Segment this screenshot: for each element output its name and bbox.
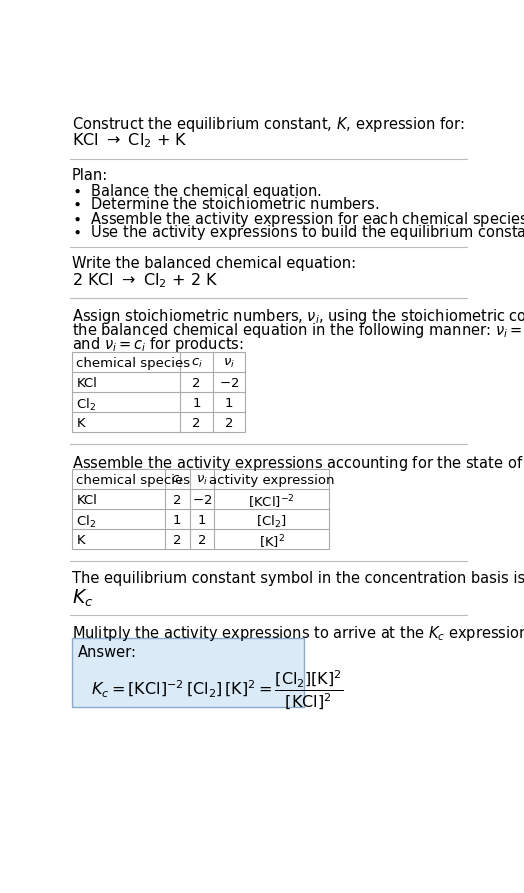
Text: 1: 1 xyxy=(198,513,206,527)
Text: chemical species: chemical species xyxy=(77,356,191,370)
Text: KCl $\rightarrow$ Cl$_2$ + K: KCl $\rightarrow$ Cl$_2$ + K xyxy=(72,132,188,151)
Text: chemical species: chemical species xyxy=(77,473,191,487)
Bar xyxy=(72,469,329,549)
Text: 1: 1 xyxy=(225,396,233,410)
Text: Assemble the activity expressions accounting for the state of matter and $\nu_i$: Assemble the activity expressions accoun… xyxy=(72,454,524,472)
Text: 2: 2 xyxy=(225,417,233,430)
Text: 2: 2 xyxy=(192,377,201,389)
Bar xyxy=(72,352,245,432)
Text: K: K xyxy=(77,417,85,430)
Text: KCl: KCl xyxy=(77,377,97,389)
Text: 1: 1 xyxy=(173,513,181,527)
Text: 2: 2 xyxy=(198,534,206,547)
Text: Cl$_2$: Cl$_2$ xyxy=(77,396,96,413)
Text: $\bullet$  Use the activity expressions to build the equilibrium constant expres: $\bullet$ Use the activity expressions t… xyxy=(72,223,524,242)
Text: $c_i$: $c_i$ xyxy=(171,473,183,487)
Bar xyxy=(72,469,329,549)
Text: Answer:: Answer: xyxy=(78,646,137,661)
Text: 2 KCl $\rightarrow$ Cl$_2$ + 2 K: 2 KCl $\rightarrow$ Cl$_2$ + 2 K xyxy=(72,271,218,290)
Text: $\bullet$  Balance the chemical equation.: $\bullet$ Balance the chemical equation. xyxy=(72,182,322,201)
Text: The equilibrium constant symbol in the concentration basis is:: The equilibrium constant symbol in the c… xyxy=(72,571,524,586)
Text: $\nu_i$: $\nu_i$ xyxy=(196,473,208,487)
Text: $\nu_i$: $\nu_i$ xyxy=(223,356,235,370)
Text: $K_c$: $K_c$ xyxy=(72,588,93,609)
Text: [K]$^2$: [K]$^2$ xyxy=(259,534,285,551)
Text: K: K xyxy=(77,534,85,547)
Text: $\bullet$  Determine the stoichiometric numbers.: $\bullet$ Determine the stoichiometric n… xyxy=(72,196,379,212)
Text: $K_c = [\mathrm{KCl}]^{-2}\,[\mathrm{Cl_2}]\,[\mathrm{K}]^2 = \dfrac{[\mathrm{Cl: $K_c = [\mathrm{KCl}]^{-2}\,[\mathrm{Cl_… xyxy=(91,669,343,712)
Text: KCl: KCl xyxy=(77,494,97,506)
Text: and $\nu_i = c_i$ for products:: and $\nu_i = c_i$ for products: xyxy=(72,335,244,355)
Text: [KCl]$^{-2}$: [KCl]$^{-2}$ xyxy=(248,494,295,511)
Text: Assign stoichiometric numbers, $\nu_i$, using the stoichiometric coefficients, $: Assign stoichiometric numbers, $\nu_i$, … xyxy=(72,307,524,326)
Text: 2: 2 xyxy=(192,417,201,430)
Text: Construct the equilibrium constant, $K$, expression for:: Construct the equilibrium constant, $K$,… xyxy=(72,115,464,134)
Text: activity expression: activity expression xyxy=(209,473,334,487)
FancyBboxPatch shape xyxy=(72,638,304,707)
Text: $c_i$: $c_i$ xyxy=(191,356,202,370)
Bar xyxy=(72,352,245,432)
Text: Plan:: Plan: xyxy=(72,168,108,183)
Text: $-2$: $-2$ xyxy=(192,494,212,506)
Text: [Cl$_2$]: [Cl$_2$] xyxy=(256,513,287,530)
Text: 2: 2 xyxy=(173,494,181,506)
Text: 2: 2 xyxy=(173,534,181,547)
Text: Cl$_2$: Cl$_2$ xyxy=(77,513,96,530)
Text: $-2$: $-2$ xyxy=(219,377,239,389)
Text: the balanced chemical equation in the following manner: $\nu_i = -c_i$ for react: the balanced chemical equation in the fo… xyxy=(72,321,524,340)
Text: $\bullet$  Assemble the activity expression for each chemical species.: $\bullet$ Assemble the activity expressi… xyxy=(72,210,524,229)
Text: Write the balanced chemical equation:: Write the balanced chemical equation: xyxy=(72,255,356,271)
Text: Mulitply the activity expressions to arrive at the $K_c$ expression:: Mulitply the activity expressions to arr… xyxy=(72,624,524,643)
Text: 1: 1 xyxy=(192,396,201,410)
